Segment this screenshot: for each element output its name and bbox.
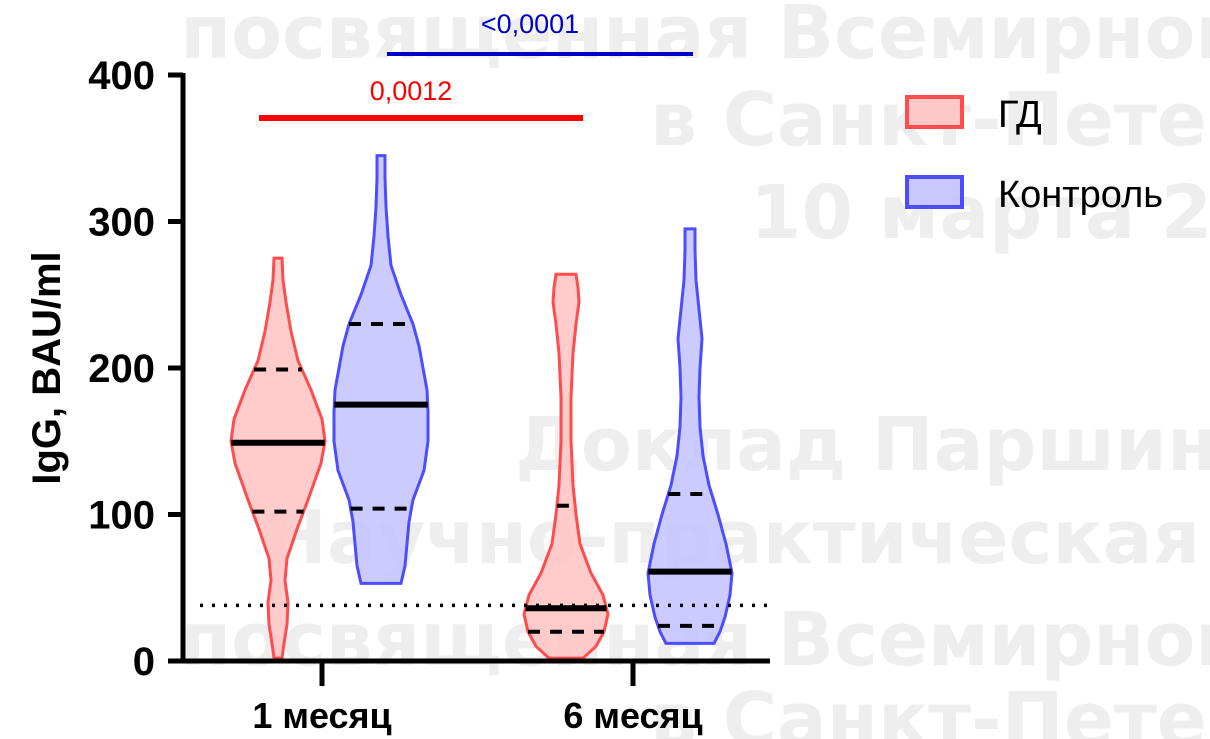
legend-swatch: [905, 175, 964, 209]
watermark-line: посвященная Всемирному Д: [180, 0, 1210, 76]
watermark-line: 10 марта 202: [750, 170, 1210, 256]
y-tick-label: 300: [88, 201, 155, 245]
violin-body: [646, 227, 734, 645]
watermark-line: Доклад Паршино: [515, 402, 1210, 488]
y-tick-label: 0: [133, 640, 155, 684]
legend-label: ГД: [998, 94, 1042, 136]
violin-body: [332, 154, 430, 585]
p-value-label: 0,0012: [370, 76, 453, 106]
legend-swatch: [905, 95, 964, 129]
p-value-label: <0,0001: [481, 9, 579, 39]
legend-label: Контроль: [998, 174, 1163, 216]
violin-body: [229, 256, 327, 660]
y-tick-label: 100: [88, 494, 155, 538]
violin-body: [522, 272, 610, 660]
plot-area: [200, 154, 770, 660]
y-tick-label: 400: [88, 54, 155, 98]
y-tick-label: 200: [88, 347, 155, 391]
y-axis-label: IgG, BAU/ml: [25, 251, 69, 484]
x-tick-label: 1 месяц: [252, 695, 391, 736]
watermark-line: в Санкт-Петербу: [650, 677, 1210, 739]
x-tick-label: 6 месяц: [563, 695, 702, 736]
comparison-brackets: 0,0012 <0,0001: [259, 9, 693, 121]
legend: ГД Контроль: [905, 94, 1163, 216]
watermark-line: Научно-практическая конф: [265, 495, 1210, 581]
axes: 0 100 200 300 400 1 месяц 6 месяц: [88, 54, 770, 736]
